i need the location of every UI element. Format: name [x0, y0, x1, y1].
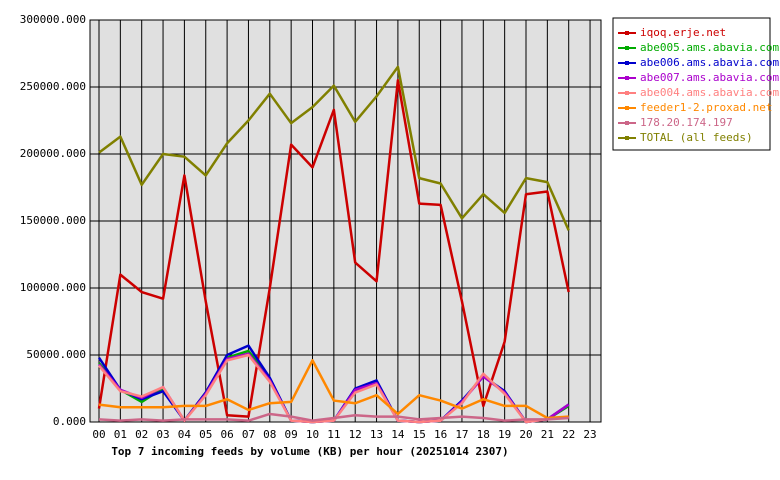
x-tick-label: 18 — [477, 428, 490, 441]
x-tick-label: 11 — [327, 428, 340, 441]
x-tick-label: 02 — [135, 428, 148, 441]
x-tick-label: 09 — [285, 428, 298, 441]
legend-label: 178.20.174.197 — [640, 116, 733, 129]
legend-marker — [625, 121, 629, 125]
y-tick-label: 250000.000 — [20, 80, 86, 93]
legend-label: abe007.ams.abavia.com — [640, 71, 779, 84]
series-line — [97, 79, 570, 418]
legend-box — [612, 17, 771, 151]
x-tick-label: 06 — [220, 428, 233, 441]
x-tick-label: 10 — [306, 428, 319, 441]
y-tick-label: 50000.000 — [26, 348, 86, 361]
legend-label: abe005.ams.abavia.com — [640, 41, 779, 54]
x-tick-label: 14 — [391, 428, 405, 441]
y-tick-label: 100000.000 — [20, 281, 86, 294]
y-tick-label: 150000.000 — [20, 214, 86, 227]
x-axis-label: Top 7 incoming feeds by volume (KB) per … — [111, 445, 508, 458]
legend-marker — [625, 76, 629, 80]
x-tick-label: 04 — [178, 428, 192, 441]
x-tick-label: 01 — [114, 428, 127, 441]
legend-marker — [625, 31, 629, 35]
legend-label: feeder1-2.proxad.net — [640, 101, 772, 114]
y-tick-label: 200000.000 — [20, 147, 86, 160]
x-tick-label: 03 — [156, 428, 169, 441]
x-tick-label: 17 — [455, 428, 468, 441]
x-tick-label: 20 — [519, 428, 532, 441]
legend-marker — [625, 61, 629, 65]
x-tick-label: 19 — [498, 428, 511, 441]
legend-label: abe004.ams.abavia.com — [640, 86, 779, 99]
x-tick-label: 07 — [242, 428, 255, 441]
x-tick-label: 21 — [541, 428, 554, 441]
series-line — [98, 359, 569, 420]
y-tick-label: 300000.000 — [20, 13, 86, 26]
x-tick-label: 13 — [370, 428, 383, 441]
x-tick-label: 00 — [92, 428, 105, 441]
legend-label: abe006.ams.abavia.com — [640, 56, 779, 69]
x-tick-label: 23 — [583, 428, 596, 441]
legend-marker — [625, 106, 629, 110]
series-line — [98, 412, 569, 422]
legend-label: TOTAL (all feeds) — [640, 131, 753, 144]
x-tick-label: 15 — [413, 428, 426, 441]
legend-marker — [625, 91, 629, 95]
legend-label: iqoq.erje.net — [640, 26, 726, 39]
y-tick-label: 0.000 — [53, 415, 86, 428]
series-line — [98, 65, 570, 231]
legend-marker — [625, 46, 629, 50]
x-tick-label: 05 — [199, 428, 212, 441]
x-tick-label: 16 — [434, 428, 447, 441]
x-tick-label: 08 — [263, 428, 276, 441]
series-line — [98, 353, 569, 424]
legend-marker — [625, 136, 629, 140]
x-tick-label: 22 — [562, 428, 575, 441]
x-tick-label: 12 — [349, 428, 362, 441]
